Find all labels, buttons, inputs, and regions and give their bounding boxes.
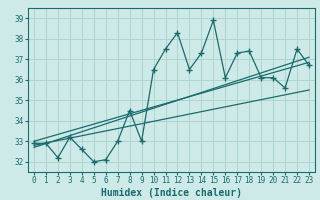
- X-axis label: Humidex (Indice chaleur): Humidex (Indice chaleur): [101, 188, 242, 198]
